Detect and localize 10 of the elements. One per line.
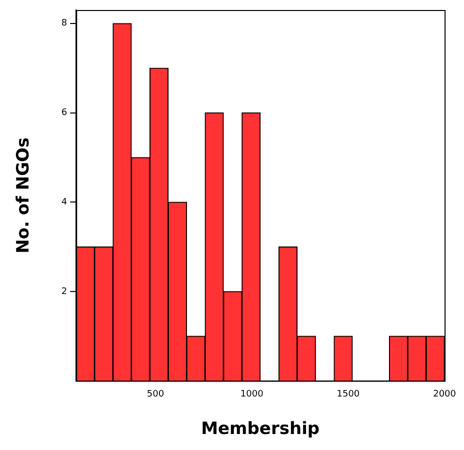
y-tick-label: 6: [61, 108, 68, 118]
y-tick-label: 2: [61, 286, 68, 297]
x-axis-title: Membership: [201, 419, 320, 440]
x-tick-label: 2000: [433, 390, 456, 400]
y-axis-title: No. of NGOs: [14, 137, 34, 254]
x-tick-label: 1000: [240, 390, 264, 400]
x-tick-label: 1500: [336, 390, 360, 400]
y-tick-label: 8: [61, 18, 68, 29]
x-tick-label: 500: [146, 390, 164, 400]
y-tick-label: 4: [61, 197, 68, 208]
